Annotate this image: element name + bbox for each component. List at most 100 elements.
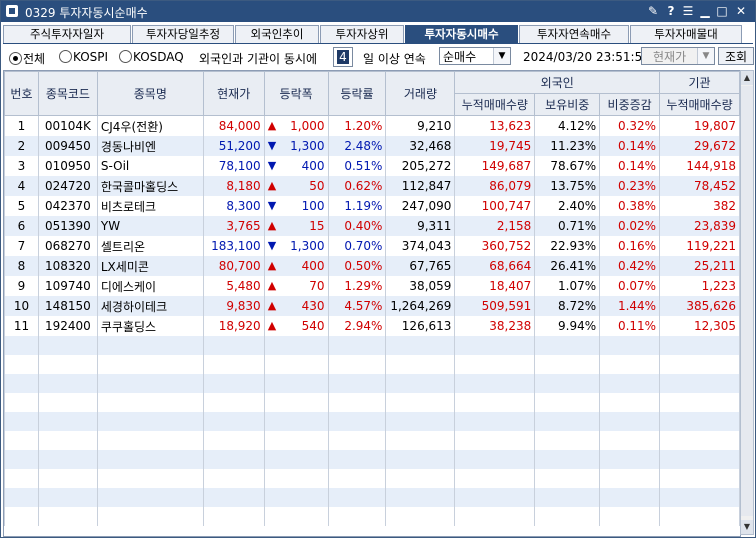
table-row[interactable]: 2 009450 경동나비엔 51,200 ▼ 1,300 2.48% 32,468 19,74… — [4, 136, 740, 156]
cell-change: ▼ 1,300 — [263, 236, 329, 256]
tab-investor-supply[interactable]: 투자자매물대 — [630, 25, 742, 44]
maximize-icon[interactable]: □ — [716, 4, 728, 18]
scroll-down-icon[interactable]: ▼ — [741, 520, 753, 534]
cell-foreign-hold: 11.23% — [534, 136, 601, 156]
days-input[interactable]: 4 — [333, 47, 353, 67]
cell-code: 108320 — [37, 256, 98, 276]
empty-row — [4, 355, 740, 374]
cell-price: 84,000 — [202, 115, 265, 136]
arrow-up-icon: ▲ — [267, 299, 277, 312]
change-value: 100 — [301, 199, 325, 213]
cell-code: 148150 — [37, 296, 98, 316]
query-button[interactable]: 조회 — [718, 47, 754, 65]
chevron-down-icon[interactable]: ▼ — [493, 48, 510, 64]
change-value: 15 — [309, 219, 325, 233]
cell-rate: 1.19% — [327, 196, 387, 216]
cell-change: ▲ 400 — [263, 256, 329, 276]
cell-foreign-delta: 0.38% — [599, 196, 661, 216]
tab-investor-consecutive-buy[interactable]: 투자자연속매수 — [519, 25, 629, 44]
cell-rate: 0.51% — [327, 156, 387, 176]
cell-no: 5 — [4, 196, 39, 216]
condition-prefix-label: 외국인과 기관이 동시에 — [199, 52, 318, 66]
table-row[interactable]: 1 00104K CJ4우(전환) 84,000 ▲ 1,000 1.20% 9,210 13,… — [4, 115, 740, 136]
change-value: 70 — [309, 279, 325, 293]
table-row[interactable]: 9 109740 디에스케이 5,480 ▲ 70 1.29% 38,059 18,407 1.0… — [4, 276, 740, 296]
radio-all[interactable]: 전체 — [9, 50, 45, 67]
radio-selected-icon — [9, 52, 22, 65]
change-value: 1,300 — [290, 139, 325, 153]
cell-inst-net: 1,223 — [659, 276, 740, 296]
radio-kosdaq[interactable]: KOSDAQ — [119, 50, 184, 64]
header-volume[interactable]: 거래량 — [385, 71, 456, 116]
cell-rate: 1.20% — [327, 115, 387, 136]
price-select[interactable]: 현재가 ▼ — [641, 47, 715, 65]
scroll-up-icon[interactable]: ▲ — [741, 71, 753, 85]
cell-foreign-net: 13,623 — [454, 115, 536, 136]
cell-code: 042370 — [37, 196, 98, 216]
cell-name: LX세미콘 — [96, 256, 204, 276]
header-name[interactable]: 종목명 — [96, 71, 204, 116]
header-no[interactable]: 번호 — [4, 71, 39, 116]
filter-bar: 전체 KOSPI KOSDAQ 외국인과 기관이 동시에 4 일 이상 연속 순… — [1, 45, 755, 69]
cell-no: 4 — [4, 176, 39, 196]
cell-rate: 2.48% — [327, 136, 387, 156]
scroll-thumb[interactable] — [741, 86, 753, 516]
tab-foreign-trend[interactable]: 외국인추이 — [235, 25, 319, 44]
empty-row — [4, 488, 740, 507]
header-foreign-hold[interactable]: 보유비중 — [534, 93, 601, 116]
table-row[interactable]: 3 010950 S-Oil 78,100 ▼ 400 0.51% 205,272 149,68… — [4, 156, 740, 176]
cell-change: ▲ 430 — [263, 296, 329, 316]
table-row[interactable]: 8 108320 LX세미콘 80,700 ▲ 400 0.50% 67,765 68,664 2… — [4, 256, 740, 276]
cell-volume: 32,468 — [385, 136, 456, 156]
tab-investor-today-estimate[interactable]: 투자자당일추정 — [132, 25, 234, 44]
menu-icon[interactable]: ☰ — [682, 4, 694, 18]
header-inst-net[interactable]: 누적매매수량 — [659, 93, 740, 116]
cell-no: 3 — [4, 156, 39, 176]
cell-price: 51,200 — [202, 136, 265, 156]
cell-price: 183,100 — [202, 236, 265, 256]
cell-foreign-hold: 4.12% — [534, 115, 601, 136]
cell-no: 11 — [4, 316, 39, 336]
header-rate[interactable]: 등락률 — [327, 71, 387, 116]
header-foreign-net[interactable]: 누적매매수량 — [454, 93, 536, 116]
table-row[interactable]: 7 068270 셀트리온 183,100 ▼ 1,300 0.70% 374,043 360,… — [4, 236, 740, 256]
cell-volume: 126,613 — [385, 316, 456, 336]
cell-price: 9,830 — [202, 296, 265, 316]
change-value: 430 — [301, 299, 325, 313]
pin-icon[interactable]: ✎ — [647, 4, 659, 18]
tab-investor-simultaneous-buy[interactable]: 투자자동시매수 — [405, 25, 518, 44]
help-icon[interactable]: ? — [667, 4, 675, 18]
header-change[interactable]: 등락폭 — [263, 71, 329, 116]
cell-price: 78,100 — [202, 156, 265, 176]
tab-investor-daily[interactable]: 주식투자자일자 — [3, 25, 131, 44]
cell-foreign-hold: 13.75% — [534, 176, 601, 196]
header-code[interactable]: 종목코드 — [37, 71, 98, 116]
cell-foreign-net: 18,407 — [454, 276, 536, 296]
cell-rate: 0.70% — [327, 236, 387, 256]
cell-inst-net: 23,839 — [659, 216, 740, 236]
cell-name: 쿠쿠홀딩스 — [96, 316, 204, 336]
table-row[interactable]: 5 042370 비츠로테크 8,300 ▼ 100 1.19% 247,090 100,747… — [4, 196, 740, 216]
table-row[interactable]: 10 148150 세경하이테크 9,830 ▲ 430 4.57% 1,264,269 509… — [4, 296, 740, 316]
minimize-icon[interactable]: ▁ — [700, 4, 710, 18]
cell-change: ▲ 50 — [263, 176, 329, 196]
table-row[interactable]: 6 051390 YW 3,765 ▲ 15 0.40% 9,311 2,158 0.71% 0.0… — [4, 216, 740, 236]
cell-name: 세경하이테크 — [96, 296, 204, 316]
cell-rate: 0.50% — [327, 256, 387, 276]
cell-no: 1 — [4, 115, 39, 136]
cell-foreign-hold: 26.41% — [534, 256, 601, 276]
tab-investor-top[interactable]: 투자자상위 — [320, 25, 404, 44]
cell-code: 051390 — [37, 216, 98, 236]
table-row[interactable]: 11 192400 쿠쿠홀딩스 18,920 ▲ 540 2.94% 126,613 38,23… — [4, 316, 740, 336]
vertical-scrollbar[interactable]: ▲ ▼ — [740, 70, 754, 535]
radio-kospi[interactable]: KOSPI — [59, 50, 108, 64]
chevron-down-icon[interactable]: ▼ — [697, 48, 714, 64]
arrow-up-icon: ▲ — [267, 319, 277, 332]
cell-inst-net: 144,918 — [659, 156, 740, 176]
close-icon[interactable]: ✕ — [735, 4, 747, 18]
change-value: 1,300 — [290, 239, 325, 253]
type-select[interactable]: 순매수 ▼ — [439, 47, 511, 65]
table-row[interactable]: 4 024720 한국콜마홀딩스 8,180 ▲ 50 0.62% 112,847 86,079… — [4, 176, 740, 196]
header-price[interactable]: 현재가 — [202, 71, 265, 116]
header-foreign-delta[interactable]: 비중증감 — [599, 93, 661, 116]
